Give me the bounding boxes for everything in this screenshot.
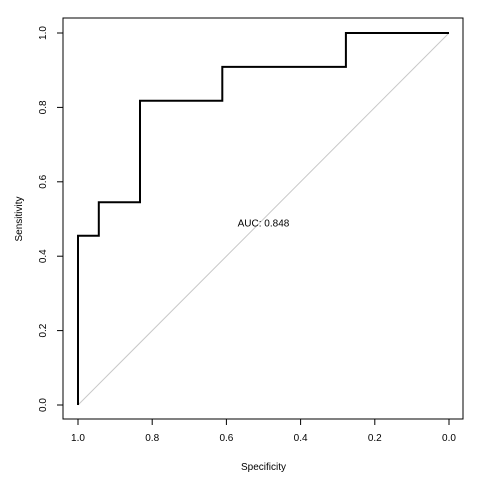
auc-annotation: AUC: 0.848 xyxy=(238,218,290,229)
y-tick-label: 0.8 xyxy=(38,100,49,114)
x-axis: 1.0 0.8 0.6 0.4 0.2 0.0 xyxy=(71,418,456,444)
y-axis: 0.0 0.2 0.4 0.6 0.8 1.0 xyxy=(38,26,64,412)
x-tick-label: 0.6 xyxy=(219,433,233,444)
y-axis-title: Sensitivity xyxy=(14,196,25,241)
y-tick-label: 0.0 xyxy=(38,398,49,412)
x-tick-label: 0.2 xyxy=(368,433,382,444)
y-tick-label: 0.4 xyxy=(38,249,49,263)
y-tick-label: 0.2 xyxy=(38,323,49,337)
y-tick-label: 0.6 xyxy=(38,174,49,188)
x-tick-label: 0.4 xyxy=(294,433,308,444)
x-tick-label: 0.8 xyxy=(145,433,159,444)
x-tick-label: 1.0 xyxy=(71,433,85,444)
reference-diagonal-line xyxy=(77,32,450,406)
x-tick-label: 0.0 xyxy=(442,433,456,444)
y-tick-label: 1.0 xyxy=(38,26,49,40)
x-axis-title: Specificity xyxy=(241,462,286,473)
roc-curve-line xyxy=(77,32,449,405)
